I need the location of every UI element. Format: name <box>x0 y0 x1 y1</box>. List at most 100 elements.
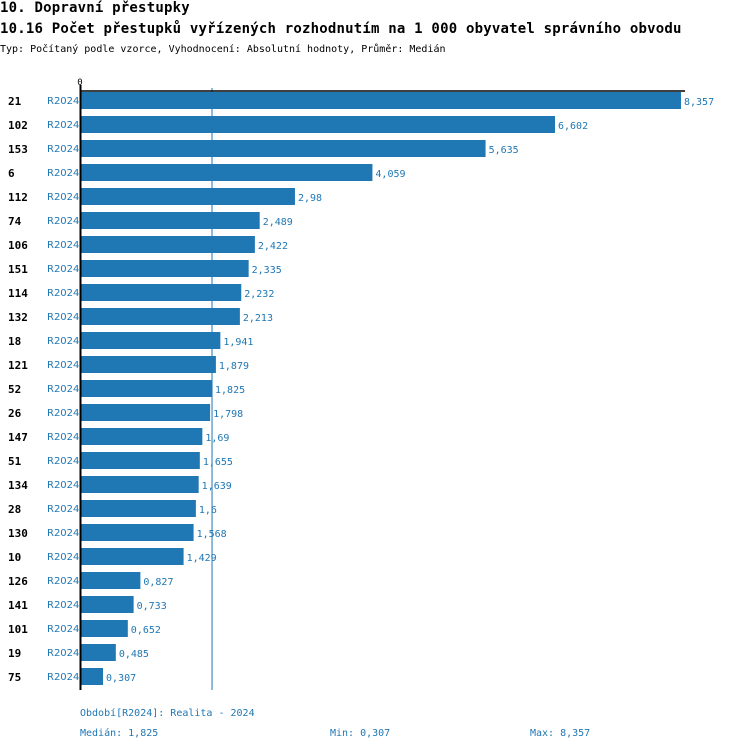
data-label: 2,98 <box>298 193 322 204</box>
bar <box>81 212 260 229</box>
bar <box>81 380 213 397</box>
footer-period: Období[R2024]: Realita - 2024 <box>80 708 255 719</box>
bar <box>81 404 211 421</box>
series-label: R2024 <box>47 216 79 227</box>
data-label: 1,639 <box>202 481 232 492</box>
data-label: 1,655 <box>203 457 233 468</box>
series-label: R2024 <box>47 600 79 611</box>
category-label: 141 <box>8 599 28 612</box>
series-label: R2024 <box>47 432 79 443</box>
category-label: 26 <box>8 407 22 420</box>
bar <box>81 596 134 613</box>
bar <box>81 620 128 637</box>
data-label: 1,879 <box>219 361 249 372</box>
category-label: 28 <box>8 503 21 516</box>
series-label: R2024 <box>47 648 79 659</box>
bar <box>81 476 199 493</box>
bar <box>81 260 249 277</box>
data-label: 1,825 <box>215 385 245 396</box>
category-label: 18 <box>8 335 21 348</box>
series-label: R2024 <box>47 96 79 107</box>
category-label: 153 <box>8 143 28 156</box>
series-label: R2024 <box>47 576 79 587</box>
bar <box>81 356 216 373</box>
footer-median: Medián: 1,825 <box>80 728 159 739</box>
footer-max: Max: 8,357 <box>530 728 591 739</box>
labels-layer: 0 21 R2024 8,357 102 R2024 6,602 153 R2024 5,635 6… <box>8 78 714 684</box>
series-label: R2024 <box>47 144 79 155</box>
data-label: 1,69 <box>205 433 229 444</box>
series-label: R2024 <box>47 552 79 563</box>
category-label: 102 <box>8 119 28 132</box>
series-label: R2024 <box>47 120 79 131</box>
bar <box>81 116 555 133</box>
bar <box>81 188 295 205</box>
data-label: 1,568 <box>197 529 227 540</box>
bar <box>81 452 200 469</box>
bar <box>81 92 681 109</box>
data-label: 1,429 <box>187 553 217 564</box>
bar <box>81 332 221 349</box>
category-label: 151 <box>8 263 28 276</box>
data-label: 4,059 <box>375 169 405 180</box>
bar <box>81 644 116 661</box>
bars-layer <box>79 85 685 690</box>
bar <box>81 668 104 685</box>
series-label: R2024 <box>47 264 79 275</box>
data-label: 0,652 <box>131 625 161 636</box>
data-label: 0,827 <box>143 577 173 588</box>
data-label: 0,307 <box>106 673 136 684</box>
chart-subtitle: Typ: Počítaný podle vzorce, Vyhodnocení:… <box>0 44 446 55</box>
data-label: 2,489 <box>263 217 293 228</box>
category-label: 147 <box>8 431 28 444</box>
data-label: 6,602 <box>558 121 588 132</box>
category-label: 75 <box>8 671 21 684</box>
data-label: 0,485 <box>119 649 149 660</box>
series-label: R2024 <box>47 456 79 467</box>
series-label: R2024 <box>47 480 79 491</box>
x-tick-label: 0 <box>77 78 82 88</box>
category-label: 21 <box>8 95 22 108</box>
series-label: R2024 <box>47 408 79 419</box>
data-label: 2,213 <box>243 313 273 324</box>
data-label: 2,335 <box>252 265 282 276</box>
category-label: 126 <box>8 575 28 588</box>
section-title: 10. Dopravní přestupky <box>0 0 190 16</box>
series-label: R2024 <box>47 192 79 203</box>
category-label: 19 <box>8 647 21 660</box>
category-label: 6 <box>8 167 15 180</box>
series-label: R2024 <box>47 672 79 683</box>
series-label: R2024 <box>47 168 79 179</box>
category-label: 101 <box>8 623 28 636</box>
series-label: R2024 <box>47 384 79 395</box>
bar <box>81 284 242 301</box>
series-label: R2024 <box>47 336 79 347</box>
series-label: R2024 <box>47 504 79 515</box>
category-label: 134 <box>8 479 28 492</box>
category-label: 112 <box>8 191 28 204</box>
bar <box>81 308 240 325</box>
footer-min: Min: 0,307 <box>330 728 391 739</box>
bar <box>81 524 194 541</box>
bar <box>81 572 141 589</box>
data-label: 2,232 <box>244 289 274 300</box>
bar <box>81 236 255 253</box>
bar <box>81 428 203 445</box>
series-label: R2024 <box>47 360 79 371</box>
data-label: 0,733 <box>137 601 167 612</box>
category-label: 106 <box>8 239 28 252</box>
category-label: 52 <box>8 383 21 396</box>
chart-title: 10.16 Počet přestupků vyřízených rozhodn… <box>0 21 682 37</box>
data-label: 1,941 <box>223 337 253 348</box>
bar <box>81 164 373 181</box>
category-label: 130 <box>8 527 28 540</box>
category-label: 121 <box>8 359 28 372</box>
series-label: R2024 <box>47 624 79 635</box>
data-label: 2,422 <box>258 241 288 252</box>
data-label: 8,357 <box>684 97 714 108</box>
category-label: 74 <box>8 215 22 228</box>
series-label: R2024 <box>47 288 79 299</box>
bar <box>81 500 196 517</box>
data-label: 5,635 <box>489 145 519 156</box>
